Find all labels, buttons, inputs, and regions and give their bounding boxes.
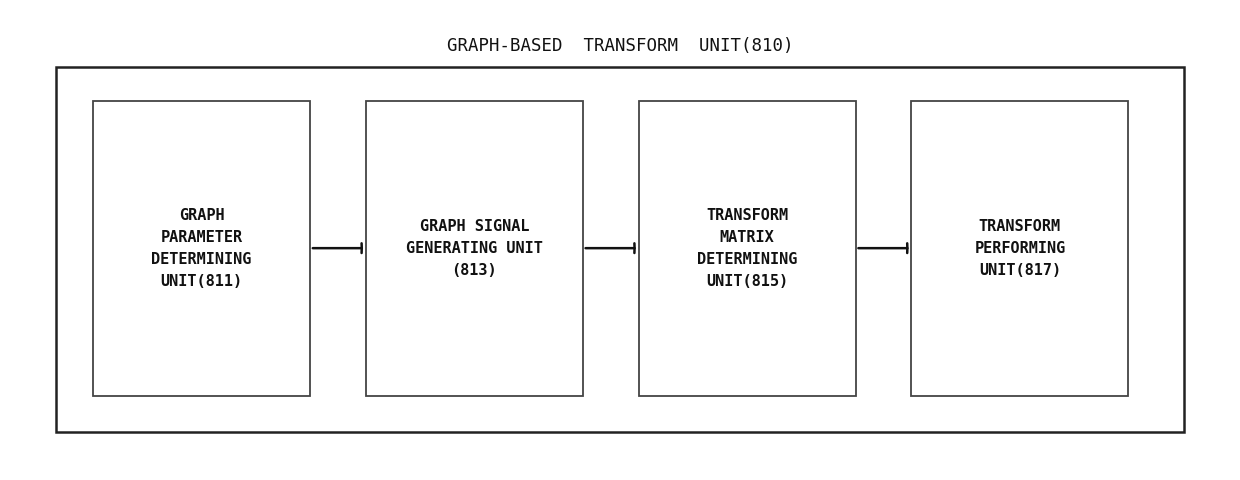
Text: GRAPH
PARAMETER
DETERMINING
UNIT(811): GRAPH PARAMETER DETERMINING UNIT(811) bbox=[151, 208, 252, 289]
Bar bbox=[56, 67, 1184, 432]
Bar bbox=[911, 101, 1128, 396]
Bar bbox=[366, 101, 583, 396]
Text: GRAPH SIGNAL
GENERATING UNIT
(813): GRAPH SIGNAL GENERATING UNIT (813) bbox=[405, 219, 543, 278]
Text: GRAPH-BASED  TRANSFORM  UNIT(810): GRAPH-BASED TRANSFORM UNIT(810) bbox=[446, 36, 794, 55]
Text: TRANSFORM
MATRIX
DETERMINING
UNIT(815): TRANSFORM MATRIX DETERMINING UNIT(815) bbox=[697, 208, 797, 289]
Bar bbox=[93, 101, 310, 396]
Bar bbox=[639, 101, 856, 396]
Text: TRANSFORM
PERFORMING
UNIT(817): TRANSFORM PERFORMING UNIT(817) bbox=[975, 219, 1065, 278]
